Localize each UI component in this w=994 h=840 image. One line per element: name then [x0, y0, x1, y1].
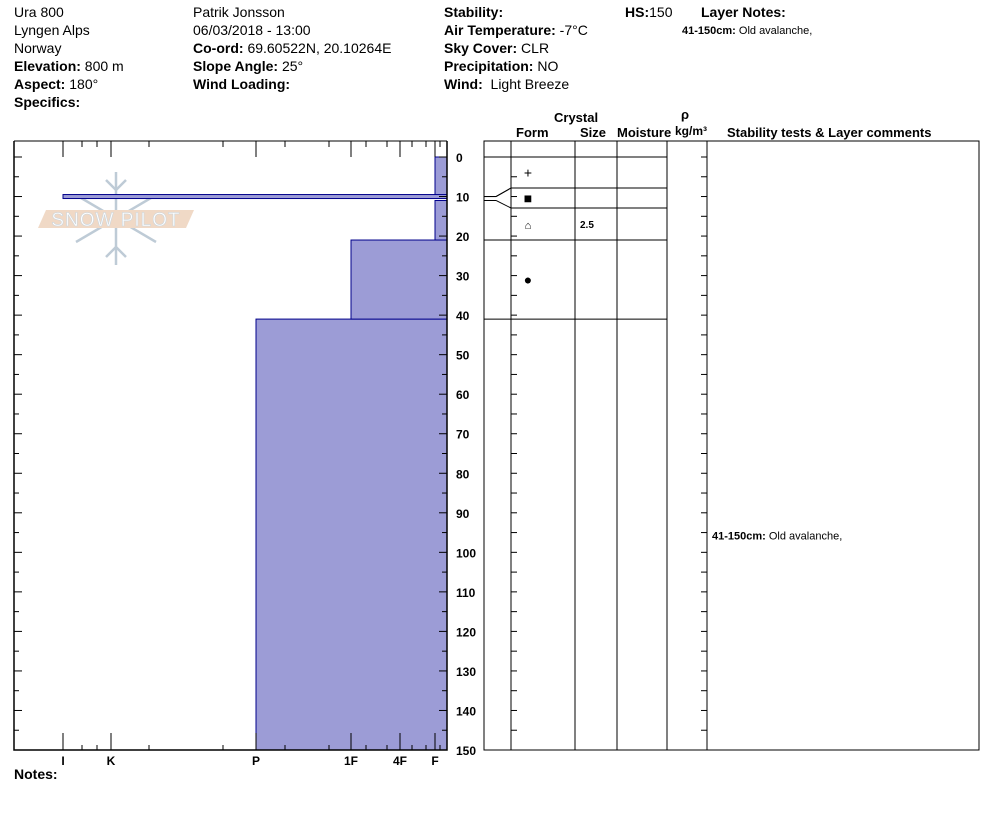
- elevation-value: 800 m: [84, 58, 124, 74]
- observer: Patrik Jonsson: [193, 4, 285, 20]
- aspect-label: Aspect:: [14, 76, 66, 92]
- wind-loading-label: Wind Loading:: [193, 76, 291, 92]
- hardness-bar: [434, 199, 448, 241]
- air-temp-value: -7°C: [559, 22, 588, 38]
- layer-table-frame: [483, 140, 980, 751]
- depth-tick-label: 80: [456, 467, 470, 481]
- depth-tick-label: 100: [456, 546, 476, 560]
- precip-label: Precipitation:: [444, 58, 534, 74]
- rho-header: ρ: [681, 107, 690, 122]
- hardness-bar: [350, 239, 448, 320]
- layer-comment-text: Old avalanche,: [769, 531, 842, 543]
- depth-tick-label: 140: [456, 704, 476, 718]
- layer-comment: 41-150cm: Old avalanche,: [712, 531, 842, 543]
- density-unit-header: kg/m³: [675, 124, 708, 138]
- grain-form-symbol: ●: [524, 272, 532, 288]
- depth-tick-label: 90: [456, 507, 470, 521]
- crystal-header: Crystal: [554, 110, 599, 125]
- depth-tick-label: 130: [456, 665, 476, 679]
- stability-label: Stability:: [444, 4, 504, 20]
- layer-connector: [495, 200, 512, 209]
- depth-tick-label: 50: [456, 349, 470, 363]
- hardness-tick-label: I: [61, 754, 64, 768]
- layer-note-text: Old avalanche,: [738, 25, 813, 37]
- depth-tick-label: 30: [456, 270, 470, 284]
- hardness-bar: [255, 318, 448, 751]
- snowpilot-logo: SNOW PILOT: [38, 172, 194, 265]
- depth-tick-label: 150: [456, 744, 476, 758]
- range-name: Lyngen Alps: [14, 22, 90, 38]
- layer-comment-range: 41-150cm:: [712, 531, 769, 543]
- hardness-axis-frame: [13, 141, 448, 751]
- precip-value: NO: [537, 58, 559, 74]
- coord-label: Co-ord:: [193, 40, 244, 56]
- aspect: Aspect: 180°: [14, 75, 98, 93]
- datetime: 06/03/2018 - 13:00: [193, 22, 311, 38]
- layer-note: 41-150cm: Old avalanche,: [682, 22, 812, 40]
- hardness-tick-label: K: [107, 754, 116, 768]
- depth-tick-label: 60: [456, 388, 470, 402]
- slope-value: 25°: [281, 58, 304, 74]
- aspect-value: 180°: [69, 76, 99, 92]
- wind: Wind: Light Breeze: [444, 75, 569, 93]
- coord-value: 69.60522N, 20.10264E: [247, 40, 392, 56]
- depth-tick-label: 40: [456, 309, 470, 323]
- comments-header: Stability tests & Layer comments: [727, 125, 932, 140]
- elevation-label: Elevation:: [14, 58, 81, 74]
- air-temp-label: Air Temperature:: [444, 22, 556, 38]
- wind-label: Wind:: [444, 76, 483, 92]
- size-header: Size: [580, 125, 607, 140]
- depth-tick-label: 70: [456, 428, 470, 442]
- site-name: Ura 800: [14, 4, 64, 20]
- country: Norway: [14, 40, 62, 56]
- sky-value: CLR: [521, 40, 550, 56]
- sky-cover: Sky Cover: CLR: [444, 39, 549, 57]
- depth-tick-label: 20: [456, 230, 470, 244]
- hardness-tick-label: 4F: [393, 754, 407, 768]
- layer-note-range: 41-150cm:: [682, 25, 736, 37]
- coordinates: Co-ord: 69.60522N, 20.10264E: [193, 39, 391, 57]
- hs-label: HS:: [625, 4, 650, 20]
- logo-text: SNOW PILOT: [51, 210, 180, 231]
- sky-label: Sky Cover:: [444, 40, 518, 56]
- depth-tick-label: 10: [456, 191, 470, 205]
- hardness-bar: [62, 194, 448, 200]
- slope-angle: Slope Angle: 25°: [193, 57, 303, 75]
- specifics-label: Specifics:: [14, 94, 81, 110]
- hs: HS:150: [625, 3, 672, 21]
- layer-notes-label: Layer Notes:: [701, 4, 786, 20]
- grain-form-symbol: +: [524, 165, 532, 181]
- hardness-tick-label: P: [252, 754, 260, 768]
- slope-label: Slope Angle:: [193, 58, 279, 74]
- form-header: Form: [516, 125, 549, 140]
- hardness-tick-label: F: [431, 754, 438, 768]
- moisture-header: Moisture: [617, 125, 672, 140]
- wind-value: Light Breeze: [490, 76, 570, 92]
- depth-tick-label: 0: [456, 151, 463, 165]
- grain-form-symbol: ⌂: [525, 220, 532, 232]
- grain-form-symbol: ■: [524, 190, 532, 206]
- depth-tick-label: 120: [456, 625, 476, 639]
- layer-connector: [495, 187, 512, 197]
- elevation: Elevation: 800 m: [14, 57, 124, 75]
- notes-label: Notes:: [14, 766, 58, 782]
- hs-value: 150: [649, 4, 673, 20]
- depth-tick-label: 110: [456, 586, 476, 600]
- air-temperature: Air Temperature: -7°C: [444, 21, 588, 39]
- hardness-tick-label: 1F: [344, 754, 358, 768]
- precipitation: Precipitation: NO: [444, 57, 558, 75]
- grain-size-value: 2.5: [580, 220, 594, 231]
